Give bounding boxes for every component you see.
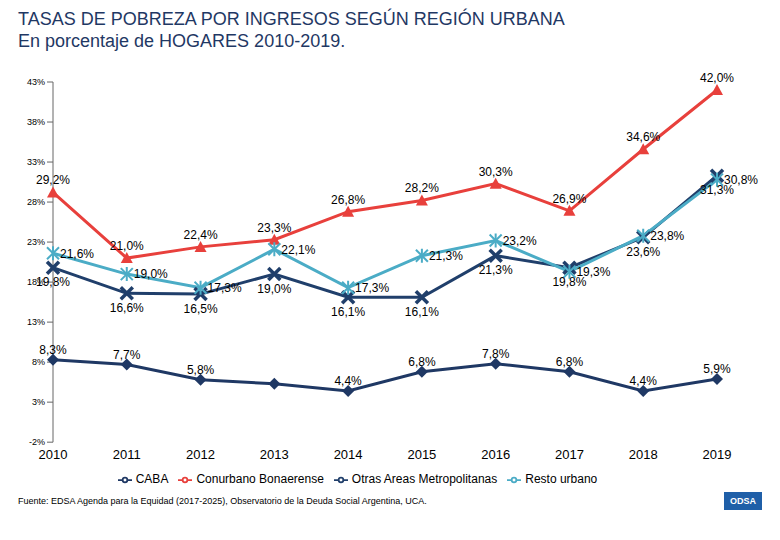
svg-text:34,6%: 34,6%	[626, 130, 660, 144]
svg-text:5,9%: 5,9%	[703, 362, 731, 376]
svg-text:42,0%: 42,0%	[700, 71, 734, 85]
svg-text:2015: 2015	[407, 447, 436, 462]
html-text:Conurbano Bonaerense: Conurbano Bonaerense	[196, 472, 324, 487]
svg-text:19,0%: 19,0%	[257, 282, 291, 296]
html-text:ODSA: ODSA	[730, 496, 756, 506]
svg-text:21,3%: 21,3%	[429, 249, 463, 263]
svg-text:21,0%: 21,0%	[110, 239, 144, 253]
html-text:Fuente: EDSA Agenda para la Eq: Fuente: EDSA Agenda para la Equidad (201…	[18, 496, 427, 506]
html-text:Otras Areas Metropolitanas: Otras Areas Metropolitanas	[351, 472, 498, 487]
svg-text:22,1%: 22,1%	[281, 243, 315, 257]
svg-text:29,2%: 29,2%	[36, 173, 70, 187]
svg-text:23%: 23%	[27, 237, 45, 247]
svg-text:16,1%: 16,1%	[405, 305, 439, 319]
svg-text:7,7%: 7,7%	[113, 348, 141, 362]
svg-text:23,3%: 23,3%	[257, 221, 291, 235]
svg-text:19,3%: 19,3%	[576, 265, 610, 279]
svg-text:2010: 2010	[39, 447, 68, 462]
svg-text:33%: 33%	[27, 157, 45, 167]
svg-text:43%: 43%	[27, 77, 45, 87]
svg-text:4,4%: 4,4%	[630, 374, 658, 388]
svg-text:23,8%: 23,8%	[650, 229, 684, 243]
svg-text:2019: 2019	[703, 447, 732, 462]
svg-text:6,8%: 6,8%	[408, 355, 436, 369]
svg-text:2017: 2017	[555, 447, 584, 462]
svg-text:23,2%: 23,2%	[503, 234, 537, 248]
svg-text:6,8%: 6,8%	[556, 355, 584, 369]
svg-text:2011: 2011	[113, 447, 141, 462]
svg-text:22,4%: 22,4%	[184, 228, 218, 242]
svg-text:38%: 38%	[27, 117, 45, 127]
svg-text:16,1%: 16,1%	[331, 305, 365, 319]
svg-text:28%: 28%	[27, 197, 45, 207]
svg-text:16,5%: 16,5%	[184, 302, 218, 316]
svg-text:5,8%: 5,8%	[187, 363, 215, 377]
svg-text:-2%: -2%	[29, 437, 45, 447]
svg-text:3%: 3%	[32, 397, 45, 407]
svg-text:8,3%: 8,3%	[39, 343, 67, 357]
svg-text:2018: 2018	[629, 447, 658, 462]
svg-text:26,8%: 26,8%	[331, 193, 365, 207]
svg-text:13%: 13%	[27, 317, 45, 327]
html-text:CABA: CABA	[135, 472, 169, 487]
svg-text:17,3%: 17,3%	[355, 281, 389, 295]
svg-text:26,9%: 26,9%	[552, 192, 586, 206]
svg-text:19,8%: 19,8%	[36, 275, 70, 289]
html-text:TASAS DE POBREZA POR INGRESOS: TASAS DE POBREZA POR INGRESOS SEGÚN REGI…	[18, 9, 565, 29]
svg-text:17,3%: 17,3%	[208, 281, 242, 295]
svg-text:19,0%: 19,0%	[134, 267, 168, 281]
svg-text:30,3%: 30,3%	[479, 165, 513, 179]
svg-text:21,3%: 21,3%	[479, 263, 513, 277]
svg-text:2016: 2016	[481, 447, 510, 462]
svg-text:23,6%: 23,6%	[626, 245, 660, 259]
svg-text:7,8%: 7,8%	[482, 347, 510, 361]
html-text:En porcentaje de HOGARES 2010-: En porcentaje de HOGARES 2010-2019.	[18, 31, 346, 51]
svg-text:28,2%: 28,2%	[405, 181, 439, 195]
svg-text:2012: 2012	[186, 447, 215, 462]
svg-text:19,8%: 19,8%	[552, 275, 587, 290]
svg-text:16,6%: 16,6%	[110, 301, 144, 315]
svg-text:2014: 2014	[334, 447, 363, 462]
svg-text:4,4%: 4,4%	[334, 374, 362, 388]
html-text:Resto urbano: Resto urbano	[525, 472, 598, 487]
svg-text:30,8%: 30,8%	[724, 173, 758, 187]
svg-text:2013: 2013	[260, 447, 289, 462]
svg-text:31,3%: 31,3%	[700, 183, 734, 198]
svg-text:8%: 8%	[32, 357, 45, 367]
svg-text:21,6%: 21,6%	[60, 247, 94, 261]
